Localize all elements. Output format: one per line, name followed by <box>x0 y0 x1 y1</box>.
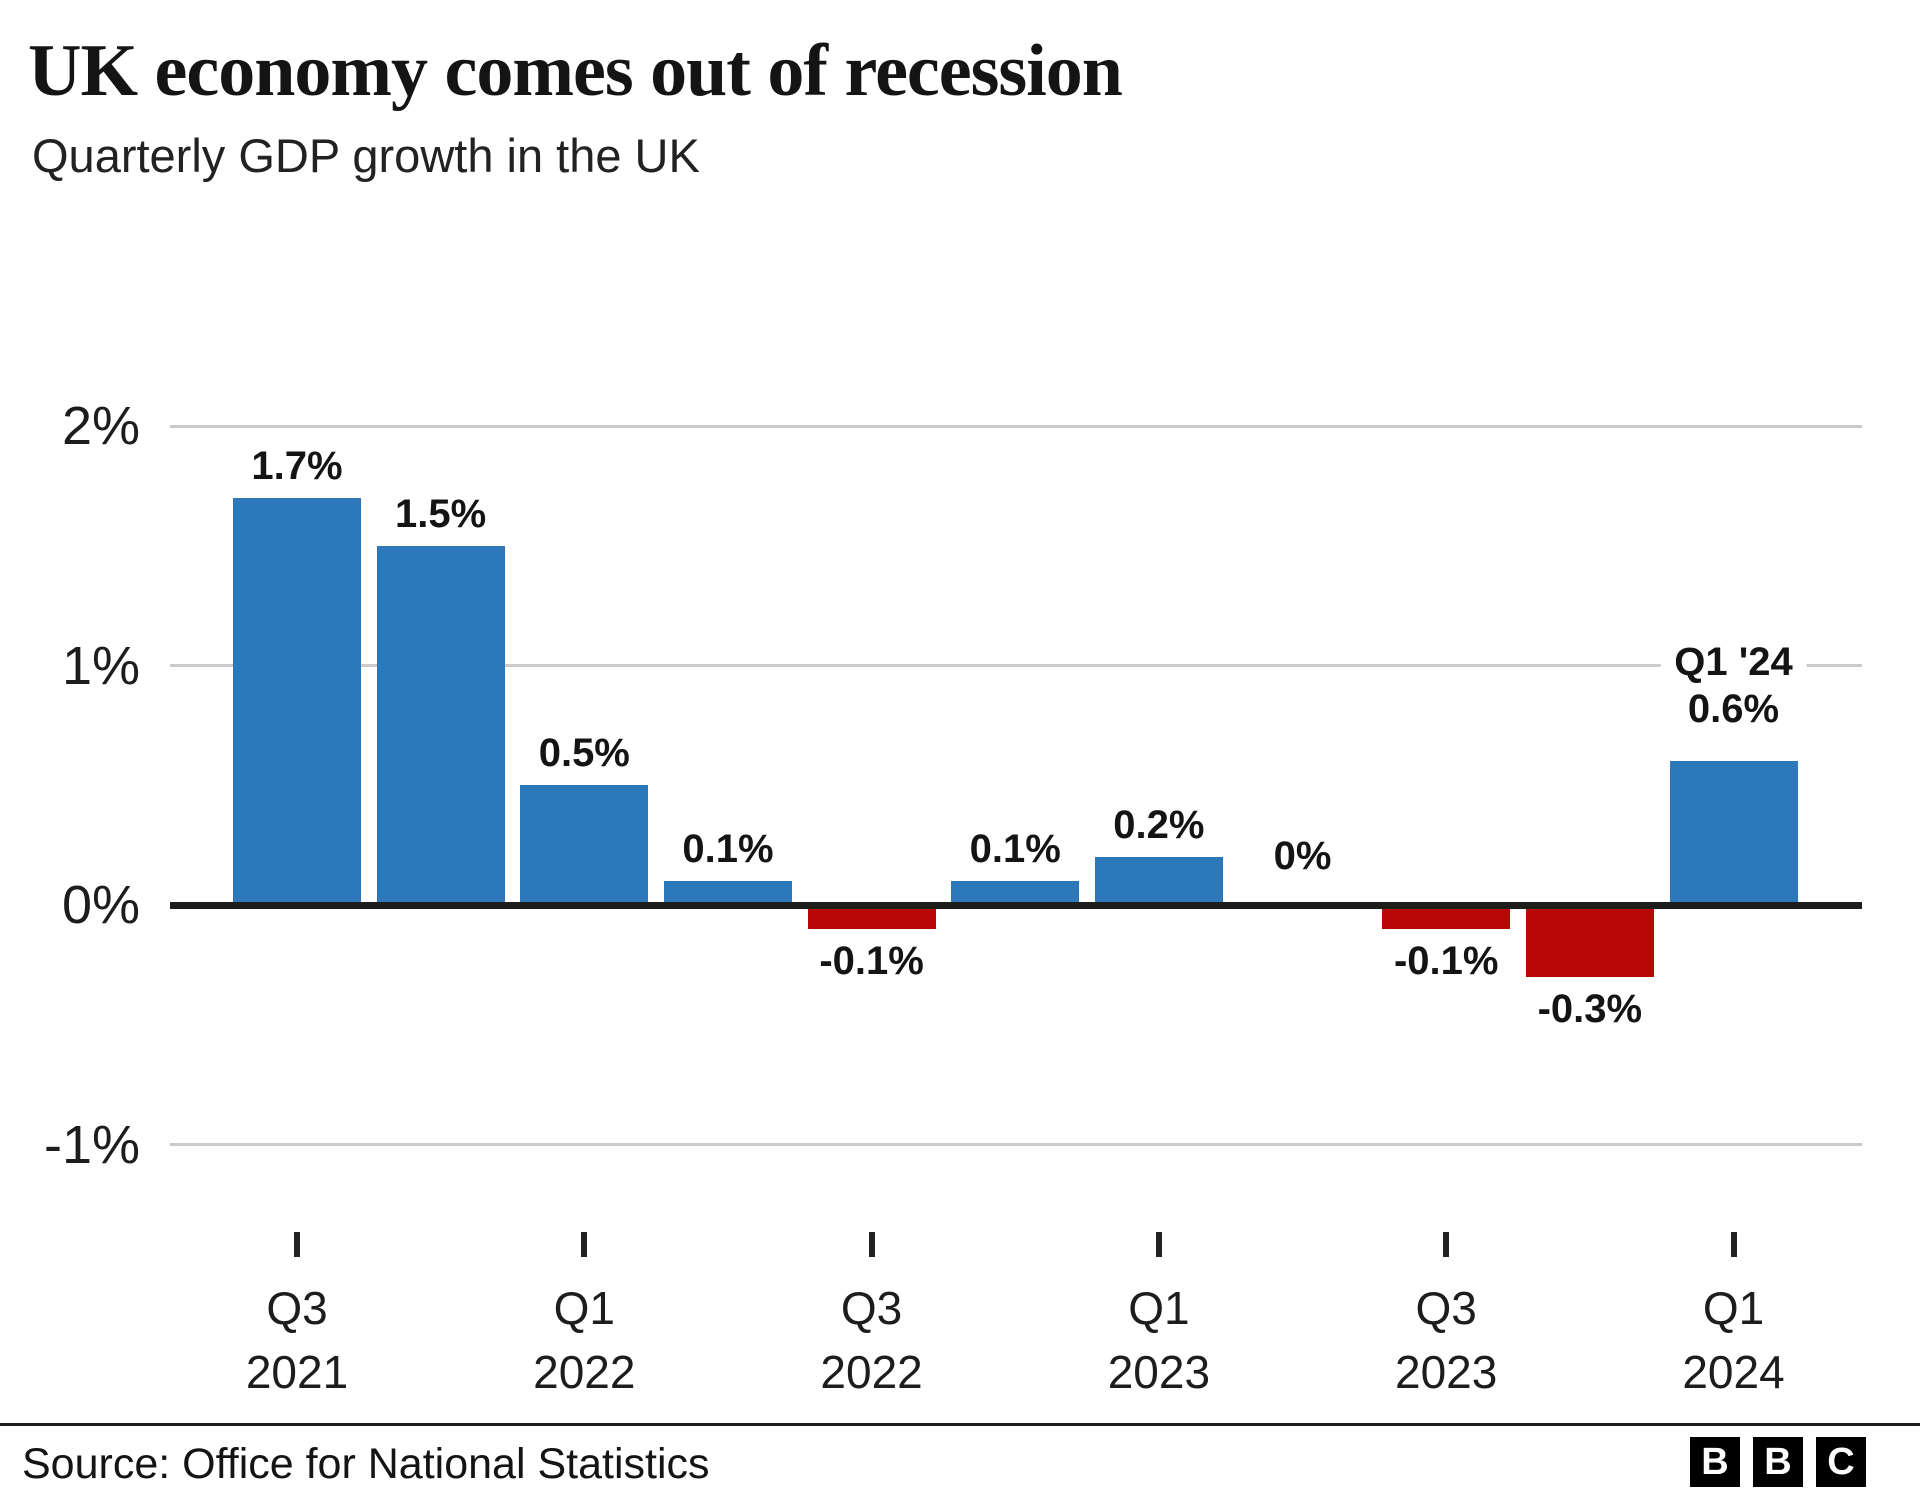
x-axis-label-q3-2023: Q3 2023 <box>1316 1276 1576 1404</box>
value-label-q3-2021: 1.7% <box>251 443 343 488</box>
bar-q4-2023 <box>1525 905 1654 977</box>
x-axis-label-line: 2024 <box>1682 1346 1785 1398</box>
source-attribution: Source: Office for National Statistics <box>22 1440 710 1488</box>
value-label-q4-2023: -0.3% <box>1537 986 1643 1031</box>
x-axis-label-line: 2022 <box>820 1346 923 1398</box>
x-axis-label-line: 2023 <box>1107 1346 1211 1398</box>
value-label-q2-2022: 0.1% <box>682 827 774 872</box>
bar-q1-2023 <box>1094 857 1223 905</box>
value-label-q2-2023: 0% <box>1273 834 1332 878</box>
y-axis-label-2-: 2% <box>61 396 140 456</box>
y-axis-label--1-: -1% <box>43 1114 140 1175</box>
chart-title: UK economy comes out of recession <box>28 30 1123 112</box>
annotation-q1-2024: Q1 '24 0.6% <box>1660 637 1807 735</box>
bbc-logo-block-b: B <box>1753 1437 1803 1487</box>
value-label-q1-2022: 0.5% <box>538 731 630 776</box>
x-axis-tick-q1-2023 <box>1155 1232 1162 1257</box>
chart-subtitle: Quarterly GDP growth in the UK <box>32 129 700 182</box>
bar-q4-2022 <box>951 881 1080 905</box>
bar-q3-2023 <box>1382 905 1511 929</box>
y-axis-label-0-: 0% <box>61 875 140 935</box>
gridline-1% <box>170 664 1862 667</box>
x-axis-label-q1-2022: Q1 2022 <box>454 1276 714 1404</box>
value-label-q3-2022: -0.1% <box>819 938 924 983</box>
bar-q4-2021 <box>376 545 505 905</box>
x-axis-label-line: Q3 <box>266 1282 328 1334</box>
x-axis-tick-q1-2024 <box>1730 1232 1737 1257</box>
bar-q2-2022 <box>663 881 792 905</box>
footer-divider <box>0 1423 1920 1426</box>
gridline-2% <box>170 424 1862 428</box>
value-label-q1-2023: 0.2% <box>1113 803 1205 848</box>
x-axis-tick-q3-2021 <box>294 1232 300 1257</box>
x-axis-label-line: 2023 <box>1395 1346 1498 1398</box>
x-axis-label-line: 2022 <box>533 1346 636 1398</box>
annotation-line: Q1 '24 <box>1674 640 1793 684</box>
annotation-line: 0.6% <box>1687 687 1780 731</box>
x-axis-label-q3-2022: Q3 2022 <box>742 1276 1002 1404</box>
value-label-q3-2023: -0.1% <box>1393 938 1499 983</box>
x-axis-label-line: Q3 <box>1415 1282 1477 1334</box>
x-axis-label-line: Q3 <box>840 1282 903 1334</box>
bar-q1-2022 <box>520 785 649 905</box>
x-axis-label-q3-2021: Q3 2021 <box>167 1276 427 1404</box>
y-axis-label-1-: 1% <box>61 635 140 696</box>
x-axis-tick-q3-2022 <box>868 1232 875 1257</box>
value-label-q4-2021: 1.5% <box>395 491 487 536</box>
value-label-q4-2022: 0.1% <box>969 827 1061 872</box>
bar-q1-2024 <box>1669 761 1798 905</box>
x-axis-tick-q1-2022 <box>581 1232 588 1257</box>
bbc-logo-block-b: B <box>1690 1437 1740 1487</box>
x-axis-label-line: Q1 <box>1128 1282 1190 1334</box>
gridline--1% <box>170 1143 1862 1146</box>
bar-q3-2022 <box>807 905 936 929</box>
zero-axis-line <box>170 901 1862 909</box>
x-axis-label-q1-2024: Q1 2024 <box>1604 1276 1864 1404</box>
bar-q3-2021 <box>233 497 361 905</box>
x-axis-label-line: Q1 <box>553 1282 615 1334</box>
x-axis-label-q1-2023: Q1 2023 <box>1029 1276 1289 1404</box>
x-axis-tick-q3-2023 <box>1443 1232 1450 1257</box>
x-axis-label-line: 2021 <box>245 1346 349 1398</box>
bbc-logo-block-c: C <box>1816 1437 1866 1487</box>
x-axis-label-line: Q1 <box>1702 1282 1765 1334</box>
